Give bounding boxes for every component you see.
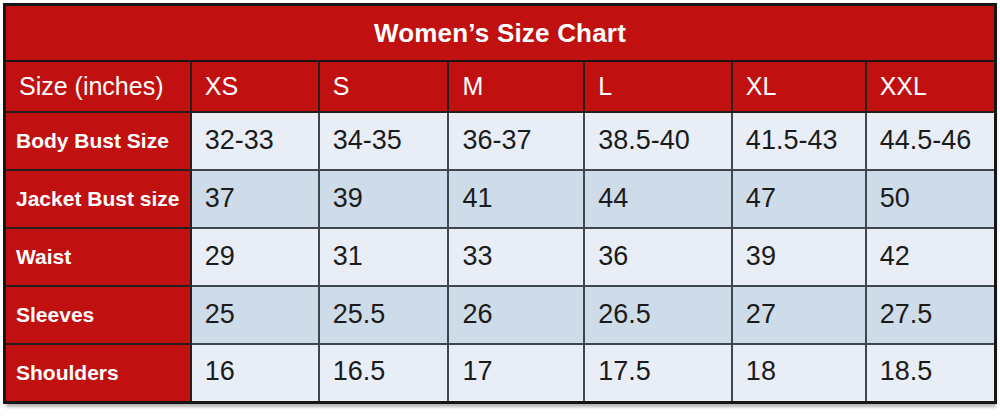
cell-jacket-bust-xxl: 50 xyxy=(866,170,996,228)
cell-body-bust-l: 38.5-40 xyxy=(584,112,732,170)
cell-jacket-bust-m: 41 xyxy=(448,170,584,228)
table-row-shoulders: Shoulders 16 16.5 17 17.5 18 18.5 xyxy=(5,344,996,402)
cell-shoulders-xl: 18 xyxy=(732,344,866,402)
header-xxl: XXL xyxy=(866,61,996,112)
cell-jacket-bust-s: 39 xyxy=(319,170,449,228)
cell-waist-xs: 29 xyxy=(191,228,319,286)
header-xs: XS xyxy=(191,61,319,112)
table-title: Women’s Size Chart xyxy=(5,5,996,62)
row-label-sleeves: Sleeves xyxy=(5,286,191,344)
header-size-inches: Size (inches) xyxy=(5,61,191,112)
page: Women’s Size Chart Size (inches) XS S M … xyxy=(0,0,1000,416)
cell-sleeves-xxl: 27.5 xyxy=(866,286,996,344)
table-header-row: Size (inches) XS S M L XL XXL xyxy=(5,61,996,112)
cell-body-bust-xl: 41.5-43 xyxy=(732,112,866,170)
cell-body-bust-s: 34-35 xyxy=(319,112,449,170)
cell-sleeves-m: 26 xyxy=(448,286,584,344)
cell-shoulders-m: 17 xyxy=(448,344,584,402)
cell-waist-xl: 39 xyxy=(732,228,866,286)
cell-body-bust-xxl: 44.5-46 xyxy=(866,112,996,170)
header-l: L xyxy=(584,61,732,112)
cell-waist-s: 31 xyxy=(319,228,449,286)
header-xl: XL xyxy=(732,61,866,112)
header-m: M xyxy=(448,61,584,112)
header-s: S xyxy=(319,61,449,112)
cell-waist-m: 33 xyxy=(448,228,584,286)
table-row-sleeves: Sleeves 25 25.5 26 26.5 27 27.5 xyxy=(5,286,996,344)
cell-sleeves-xl: 27 xyxy=(732,286,866,344)
row-label-shoulders: Shoulders xyxy=(5,344,191,402)
table-row-jacket-bust-size: Jacket Bust size 37 39 41 44 47 50 xyxy=(5,170,996,228)
cell-body-bust-xs: 32-33 xyxy=(191,112,319,170)
row-label-jacket-bust-size: Jacket Bust size xyxy=(5,170,191,228)
cell-jacket-bust-xl: 47 xyxy=(732,170,866,228)
cell-body-bust-m: 36-37 xyxy=(448,112,584,170)
row-label-waist: Waist xyxy=(5,228,191,286)
womens-size-chart-table: Women’s Size Chart Size (inches) XS S M … xyxy=(3,3,997,404)
cell-jacket-bust-l: 44 xyxy=(584,170,732,228)
row-label-body-bust-size: Body Bust Size xyxy=(5,112,191,170)
cell-jacket-bust-xs: 37 xyxy=(191,170,319,228)
cell-shoulders-xs: 16 xyxy=(191,344,319,402)
cell-shoulders-s: 16.5 xyxy=(319,344,449,402)
cell-waist-xxl: 42 xyxy=(866,228,996,286)
cell-sleeves-l: 26.5 xyxy=(584,286,732,344)
table-row-waist: Waist 29 31 33 36 39 42 xyxy=(5,228,996,286)
cell-sleeves-s: 25.5 xyxy=(319,286,449,344)
cell-shoulders-xxl: 18.5 xyxy=(866,344,996,402)
table-row-body-bust-size: Body Bust Size 32-33 34-35 36-37 38.5-40… xyxy=(5,112,996,170)
table-title-row: Women’s Size Chart xyxy=(5,5,996,62)
cell-shoulders-l: 17.5 xyxy=(584,344,732,402)
cell-waist-l: 36 xyxy=(584,228,732,286)
cell-sleeves-xs: 25 xyxy=(191,286,319,344)
